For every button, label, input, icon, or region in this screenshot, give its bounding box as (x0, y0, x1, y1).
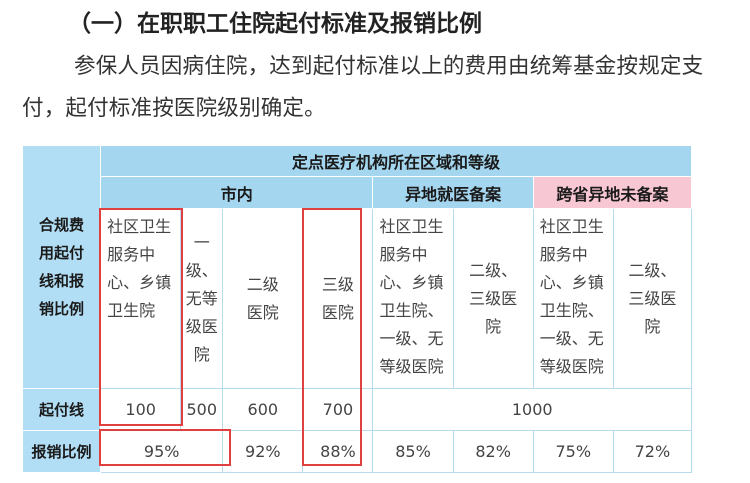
rate-level3-local: 88% (302, 430, 374, 473)
row-threshold-label: 起付线 (21, 388, 102, 431)
rate-basic-unfiled: 75% (532, 430, 614, 473)
group-local: 市内 (100, 176, 374, 209)
threshold-level3-local: 700 (302, 388, 374, 431)
side-label-cell: 合规费用起付线和报销比例 (21, 145, 102, 389)
col-basic-filed: 社区卫生服务中心、乡镇卫生院、一级、无等级医院 (372, 208, 454, 389)
rate-basic-filed: 85% (372, 430, 454, 473)
col-level3-local: 三级医院 (302, 208, 374, 389)
top-header: 定点医疗机构所在区域和等级 (100, 145, 692, 177)
col-basic-unfiled: 社区卫生服务中心、乡镇卫生院、一级、无等级医院 (532, 208, 614, 389)
threshold-other: 1000 (372, 388, 692, 431)
col-level23-unfiled: 二级、三级医院 (612, 208, 693, 389)
threshold-level2-local: 600 (222, 388, 304, 431)
threshold-level1-local: 500 (180, 388, 224, 431)
rate-community-level1-local: 95% (100, 430, 224, 473)
group-other-unfiled: 跨省异地未备案 (532, 176, 693, 209)
rate-level23-unfiled: 72% (612, 430, 693, 473)
threshold-table: 合规费用起付线和报销比例 定点医疗机构所在区域和等级 市内 异地就医备案 跨省异… (21, 145, 693, 473)
row-rate-label: 报销比例 (21, 430, 102, 473)
body-paragraph: 参保人员因病住院，达到起付标准以上的费用由统筹基金按规定支付，起付标准按医院级别… (22, 54, 704, 121)
section-heading: （一）在职职工住院起付标准及报销比例 (68, 11, 482, 37)
col-level23-filed: 二级、三级医院 (452, 208, 534, 389)
rate-level2-local: 92% (222, 430, 304, 473)
threshold-community-local: 100 (100, 388, 182, 431)
col-level1-local: 一级、无等级医院 (180, 208, 224, 389)
rate-level23-filed: 82% (452, 430, 534, 473)
col-community-local: 社区卫生服务中心、乡镇卫生院 (100, 208, 182, 389)
side-label: 合规费用起付线和报销比例 (39, 216, 85, 318)
col-level2-local: 二级医院 (222, 208, 304, 389)
group-other-filed: 异地就医备案 (372, 176, 534, 209)
